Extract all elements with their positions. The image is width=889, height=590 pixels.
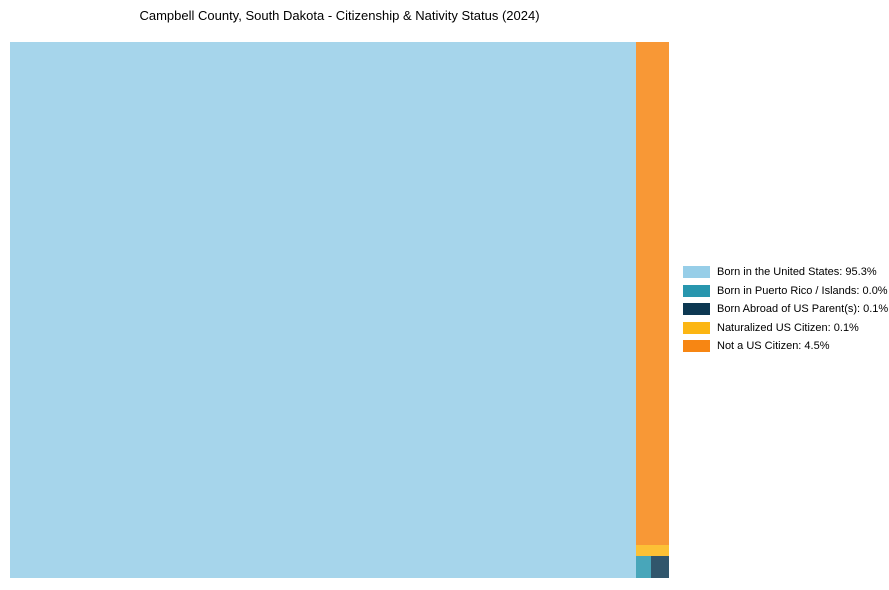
legend-swatch-icon [683,303,710,315]
legend-item-not-a-us-citizen: Not a US Citizen: 4.5% [683,340,888,352]
legend-swatch-icon [683,266,710,278]
legend-item-born-abroad-of-us-parent-s: Born Abroad of US Parent(s): 0.1% [683,303,888,315]
chart-title: Campbell County, South Dakota - Citizens… [139,8,540,23]
treemap-rect-born-abroad-of-us-parent-s [651,556,669,578]
treemap-rect-born-in-the-united-states [10,42,637,578]
legend-label: Born in Puerto Rico / Islands: 0.0% [717,284,888,297]
treemap-rect-naturalized-us-citizen [636,544,669,557]
legend-label: Born Abroad of US Parent(s): 0.1% [717,303,889,315]
legend-item-naturalized-us-citizen: Naturalized US Citizen: 0.1% [683,321,888,334]
legend-swatch-icon [683,321,710,334]
treemap-rect-not-a-us-citizen [636,42,669,545]
legend-item-born-in-the-united-states: Born in the United States: 95.3% [683,266,888,278]
treemap-rect-born-in-puerto-rico-islands [636,556,652,578]
legend-label: Not a US Citizen: 4.5% [717,340,830,352]
legend-label: Born in the United States: 95.3% [717,266,877,278]
legend-swatch-icon [683,340,710,352]
legend-item-born-in-puerto-rico-islands: Born in Puerto Rico / Islands: 0.0% [683,284,888,297]
legend: Born in the United States: 95.3% Born in … [683,266,888,352]
treemap-plot-area [10,42,669,578]
legend-label: Naturalized US Citizen: 0.1% [717,321,859,334]
legend-swatch-icon [683,284,710,297]
